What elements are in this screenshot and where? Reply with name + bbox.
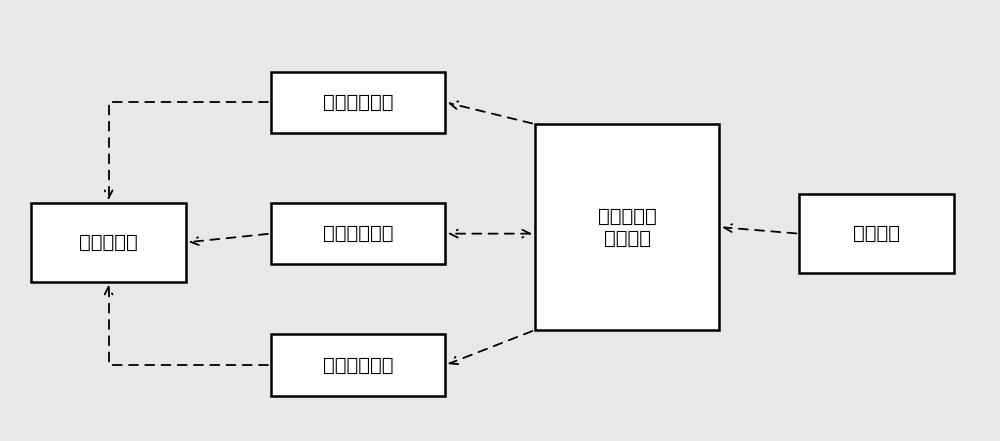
Text: 电源模块: 电源模块: [853, 224, 900, 243]
Text: 数据处理和
控制模块: 数据处理和 控制模块: [598, 206, 657, 247]
Text: 光电检测模块: 光电检测模块: [323, 224, 393, 243]
FancyBboxPatch shape: [799, 194, 954, 273]
FancyBboxPatch shape: [31, 203, 186, 282]
FancyBboxPatch shape: [271, 71, 445, 133]
Text: 温度控制模块: 温度控制模块: [323, 355, 393, 374]
FancyBboxPatch shape: [271, 334, 445, 396]
FancyBboxPatch shape: [535, 124, 719, 330]
Text: 微流控芯片: 微流控芯片: [79, 233, 138, 252]
FancyBboxPatch shape: [271, 203, 445, 264]
Text: 流体控制模块: 流体控制模块: [323, 93, 393, 112]
